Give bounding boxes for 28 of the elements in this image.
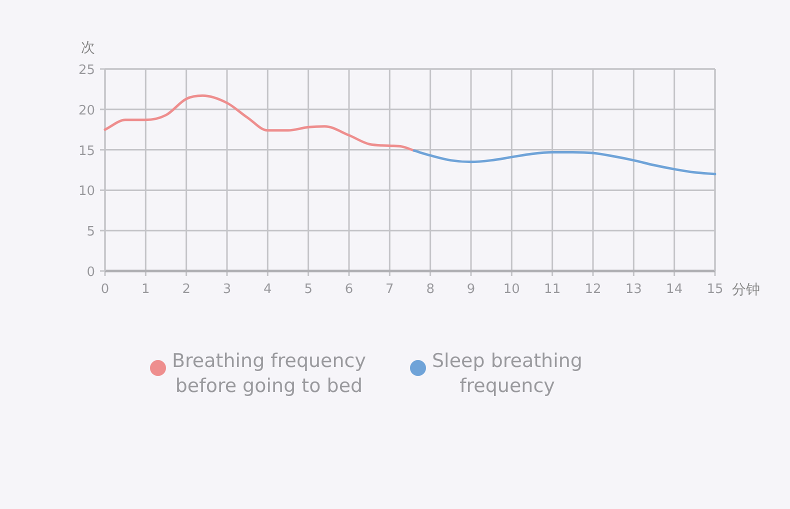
x-tick-label: 10 <box>503 282 520 297</box>
y-tick-label: 10 <box>78 184 95 200</box>
line-series <box>412 149 716 176</box>
x-tick-label: 13 <box>625 282 642 297</box>
y-tick-label: 25 <box>78 63 95 78</box>
x-tick-label: 15 <box>706 282 724 297</box>
y-axis-title: 次 <box>81 40 95 56</box>
x-tick-label: 2 <box>182 282 190 297</box>
x-tick-label: 9 <box>466 282 476 297</box>
legend-label: Sleep breathing frequency <box>432 350 582 397</box>
y-tick-label: 0 <box>86 265 95 280</box>
x-axis-title: 分钟 <box>732 282 760 298</box>
x-tick-label: 11 <box>544 282 561 297</box>
x-tick-label: 0 <box>100 282 110 297</box>
y-tick-label: 20 <box>78 103 95 118</box>
line-series <box>104 94 416 152</box>
x-tick-label: 7 <box>386 282 394 297</box>
x-tick-label: 14 <box>666 282 683 297</box>
x-tick-label: 8 <box>426 282 434 297</box>
y-tick-label: 15 <box>78 144 95 159</box>
x-tick-label: 12 <box>584 282 602 297</box>
x-tick-label: 4 <box>264 282 272 297</box>
x-tick-label: 3 <box>222 282 232 297</box>
x-tick-label: 6 <box>344 282 354 297</box>
y-tick-label: 5 <box>86 224 95 240</box>
x-tick-label: 1 <box>142 282 150 297</box>
legend-label: Breathing frequency before going to bed <box>172 350 366 397</box>
x-tick-label: 5 <box>304 282 312 297</box>
